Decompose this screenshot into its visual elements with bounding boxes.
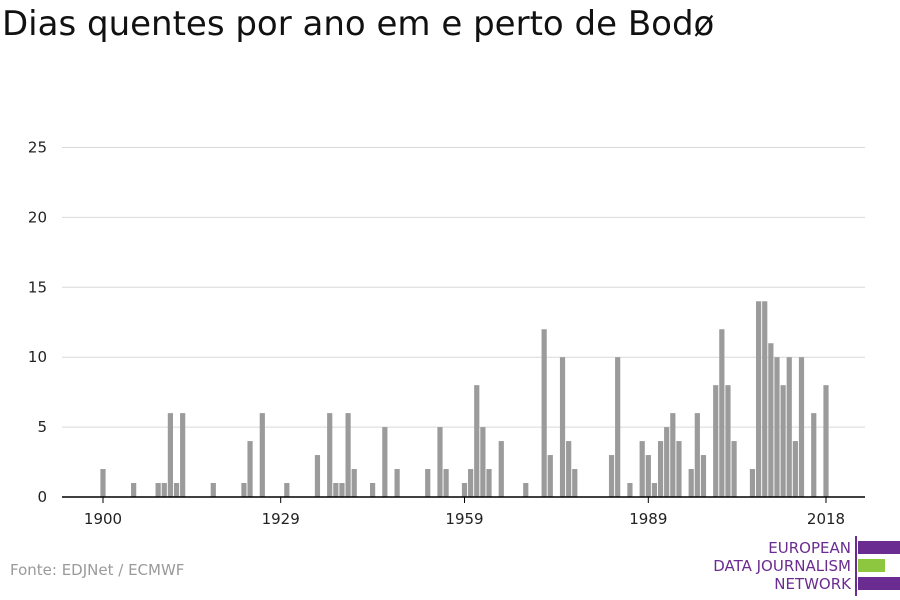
bar xyxy=(756,301,762,497)
bar xyxy=(173,483,180,497)
bar xyxy=(327,413,333,497)
bar xyxy=(474,385,480,497)
bar xyxy=(700,455,707,497)
y-tick-label: 25 xyxy=(28,139,47,157)
bar xyxy=(541,329,547,497)
bar xyxy=(725,385,731,497)
x-tick-label: 1959 xyxy=(445,510,483,528)
bar xyxy=(100,469,106,497)
bars xyxy=(100,301,829,497)
logo-text-line-2: DATA JOURNALISM xyxy=(713,557,851,575)
bar xyxy=(670,413,676,497)
bar xyxy=(762,301,768,497)
bar xyxy=(688,469,694,497)
chart-title: Dias quentes por ano em e perto de Bodø xyxy=(2,4,715,44)
bar xyxy=(161,483,167,497)
bar xyxy=(639,441,645,497)
logo-bar-green xyxy=(858,559,885,572)
bar xyxy=(811,413,817,497)
bar xyxy=(547,455,553,497)
bar xyxy=(608,455,615,497)
x-tick-label: 1929 xyxy=(262,510,300,528)
logo-text-line-1: EUROPEAN xyxy=(768,539,851,557)
bar xyxy=(241,483,247,497)
bar xyxy=(314,455,321,497)
y-tick-label: 5 xyxy=(37,418,47,436)
bar xyxy=(694,413,700,497)
bar xyxy=(664,427,670,497)
bar xyxy=(559,357,566,497)
bar xyxy=(749,469,756,497)
bar xyxy=(284,483,290,497)
y-tick-label: 10 xyxy=(28,348,47,366)
bar xyxy=(247,441,253,497)
bar xyxy=(798,357,805,497)
bar xyxy=(468,469,474,497)
bar xyxy=(369,483,376,497)
x-axis-ticks: 1900 1929 1959 1989 2018 xyxy=(84,497,845,528)
bar xyxy=(651,483,658,497)
bar xyxy=(786,357,792,497)
x-tick-label: 1989 xyxy=(629,510,667,528)
bar xyxy=(351,469,357,497)
bar xyxy=(486,469,492,497)
bar xyxy=(210,483,216,497)
bar xyxy=(382,427,388,497)
bar xyxy=(676,441,682,497)
bar xyxy=(259,413,265,497)
gridlines xyxy=(62,147,865,428)
bar xyxy=(155,483,161,497)
bar xyxy=(627,483,633,497)
y-tick-label: 20 xyxy=(28,208,47,226)
logo-bar-purple-top xyxy=(858,541,900,554)
bar xyxy=(131,483,137,497)
bar xyxy=(333,483,339,497)
bar xyxy=(437,427,443,497)
bar xyxy=(572,469,578,497)
bar xyxy=(461,483,468,497)
bar xyxy=(731,441,737,497)
bar xyxy=(523,483,529,497)
bar xyxy=(792,441,798,497)
bar xyxy=(774,357,780,497)
x-tick-label: 1900 xyxy=(84,510,122,528)
bar xyxy=(443,469,449,497)
logo-divider xyxy=(855,536,857,596)
bar xyxy=(713,385,719,497)
bar xyxy=(339,483,345,497)
bar xyxy=(780,385,786,497)
y-axis-ticks: 0 5 10 15 20 25 xyxy=(28,139,47,507)
y-tick-label: 15 xyxy=(28,278,47,296)
x-tick-label: 2018 xyxy=(807,510,845,528)
bar xyxy=(615,357,621,497)
bar xyxy=(645,455,651,497)
bar xyxy=(180,413,186,497)
source-credit: Fonte: EDJNet / ECMWF xyxy=(10,561,185,579)
bar xyxy=(480,427,486,497)
bar xyxy=(657,441,664,497)
bar xyxy=(719,329,725,497)
bar xyxy=(167,413,173,497)
bar xyxy=(823,385,829,497)
y-tick-label: 0 xyxy=(37,488,47,506)
bar xyxy=(425,469,431,497)
logo-text-line-3: NETWORK xyxy=(774,575,851,593)
edjnet-logo[interactable]: EUROPEAN DATA JOURNALISM NETWORK xyxy=(700,536,900,596)
bar xyxy=(768,343,774,497)
bar xyxy=(345,413,351,497)
bar xyxy=(498,441,504,497)
logo-bar-purple-bottom xyxy=(858,577,900,590)
bar xyxy=(566,441,572,497)
bar xyxy=(394,469,400,497)
